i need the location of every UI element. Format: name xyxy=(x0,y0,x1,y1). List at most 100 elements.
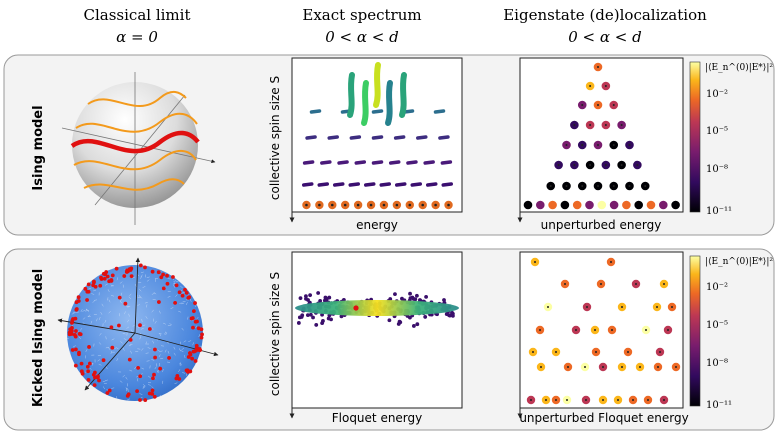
loc-point-core xyxy=(581,104,584,106)
orange-trajectories xyxy=(73,91,198,191)
colorbar-tick-2-3: 10⁻¹¹ xyxy=(706,400,732,411)
sphere-speckle-fibre xyxy=(142,385,145,389)
colorbar-tick-2-2: 10⁻⁸ xyxy=(706,358,728,369)
floquet-scatter-point xyxy=(442,298,446,302)
sphere-red-point xyxy=(70,325,74,330)
kicked-axes xyxy=(57,257,219,391)
sphere-red-point xyxy=(151,376,155,381)
sphere-speckle-fibre xyxy=(140,328,144,330)
sphere-speckle-fibre xyxy=(119,298,123,302)
sphere-speckle-fibre xyxy=(181,292,185,294)
spectrum-level-dash xyxy=(327,135,339,140)
sphere-red-point xyxy=(177,290,182,295)
sphere-speckle-fibre xyxy=(146,304,148,308)
sphere-red-point xyxy=(171,275,175,279)
sphere-speckle-fibre xyxy=(151,359,155,361)
spectrum-xlabel-1: energy xyxy=(356,218,398,232)
sphere-speckle-fibre xyxy=(129,293,132,297)
sphere-red-point xyxy=(193,301,197,305)
colorbar-tick-1-1: 10⁻⁵ xyxy=(706,126,728,137)
sphere-speckle-fibre xyxy=(115,347,119,350)
sphere-speckle-fibre xyxy=(129,369,133,372)
sphere-red-point xyxy=(150,388,155,393)
sphere-speckle-fibre xyxy=(110,295,115,297)
sphere-speckle-fibre xyxy=(195,304,197,308)
sphere-speckle-fibre xyxy=(91,362,93,366)
sphere-speckle-fibre xyxy=(139,276,143,280)
sphere-speckle-fibre xyxy=(72,345,76,348)
colorbar-2: |⟨E_n^(0)|E*⟩|² 10⁻² 10⁻⁵ 10⁻⁸ 10⁻¹¹ xyxy=(689,255,773,411)
sphere-speckle-fibre xyxy=(183,340,187,343)
sphere-red-point xyxy=(86,377,91,382)
sphere-red-point xyxy=(101,358,106,363)
sphere-speckle-fibre xyxy=(153,292,157,295)
sphere-speckle-fibre xyxy=(98,363,102,366)
loc2-point-core xyxy=(575,329,577,331)
sphere-red-point xyxy=(92,370,97,375)
loc-point-core xyxy=(612,104,615,106)
loc-point-core xyxy=(644,185,647,187)
sphere-speckle-fibre xyxy=(145,341,147,345)
loc2-point-core xyxy=(545,399,547,401)
sphere-red-point xyxy=(187,351,192,355)
sphere-speckle-fibre xyxy=(116,358,119,362)
sphere-red-point xyxy=(138,323,142,328)
sphere-speckle-fibre xyxy=(108,310,111,314)
sphere-red-point xyxy=(109,325,114,330)
loc2-point-core xyxy=(602,399,604,401)
sphere-red-point xyxy=(136,365,141,370)
floquet-scatter-point xyxy=(393,292,397,297)
spectrum-level-point-core xyxy=(434,203,437,207)
sphere-speckle-fibre xyxy=(127,305,131,308)
sphere-red-point xyxy=(86,289,91,294)
sphere-red-point xyxy=(152,372,156,377)
floquet-scatter-point xyxy=(311,315,315,320)
sphere-speckle-fibre xyxy=(91,293,95,295)
sphere-speckle-fibre xyxy=(76,311,80,313)
loc-point-core xyxy=(597,104,599,106)
sphere-speckle-fibre xyxy=(138,288,142,292)
sphere-red-point xyxy=(167,356,171,360)
sphere-speckle-fibre xyxy=(101,303,104,307)
sphere-speckle-fibre xyxy=(143,385,146,389)
sphere-red-point xyxy=(180,293,185,298)
sphere-red-point xyxy=(125,268,130,273)
row-label-ising: Ising model xyxy=(31,105,46,190)
sphere-red-point xyxy=(74,329,78,333)
floquet-scatter-point xyxy=(400,296,404,301)
sphere-speckle-fibre xyxy=(158,332,162,335)
sphere-speckle-fibre xyxy=(116,277,119,281)
loc-point-core xyxy=(573,164,576,166)
sphere-speckle-fibre xyxy=(173,352,176,356)
loc-point-core xyxy=(604,124,607,126)
loc-baseline-point xyxy=(634,200,643,210)
sphere-red-point xyxy=(76,295,81,300)
loc-point-core xyxy=(597,144,599,146)
sphere-speckle-fibre xyxy=(151,293,155,295)
sphere-speckle-fibre xyxy=(120,341,123,344)
floquet-scatter-point xyxy=(411,324,416,328)
loc2-point-core xyxy=(671,306,673,308)
sphere-speckle-fibre xyxy=(105,379,108,382)
sphere-red-point xyxy=(74,300,79,305)
sphere-speckle-fibre xyxy=(139,336,141,340)
floquet-scatter-point xyxy=(322,298,327,303)
sphere-speckle-fibre xyxy=(108,299,111,303)
sphere-speckle-fibre xyxy=(182,372,186,374)
floquet-scatter-point xyxy=(423,315,428,319)
sphere-speckle-fibre xyxy=(97,359,101,362)
sphere-speckle-fibre xyxy=(145,316,148,319)
loc2-point-core xyxy=(547,306,549,308)
sphere-speckle-fibre xyxy=(175,294,178,297)
sphere-red-point xyxy=(128,268,133,272)
sphere-speckle-fibre xyxy=(151,309,154,313)
sphere-red-point xyxy=(150,269,155,274)
sphere-speckle-fibre xyxy=(142,286,146,288)
loc2-point-core xyxy=(566,399,568,401)
sphere-red-point xyxy=(117,295,122,300)
sphere-red-point xyxy=(72,332,77,337)
loc-baseline-point xyxy=(523,200,533,210)
loc-point-core xyxy=(620,164,623,166)
spectrum-level-dash xyxy=(395,182,407,187)
loc2-point-core xyxy=(532,351,534,353)
